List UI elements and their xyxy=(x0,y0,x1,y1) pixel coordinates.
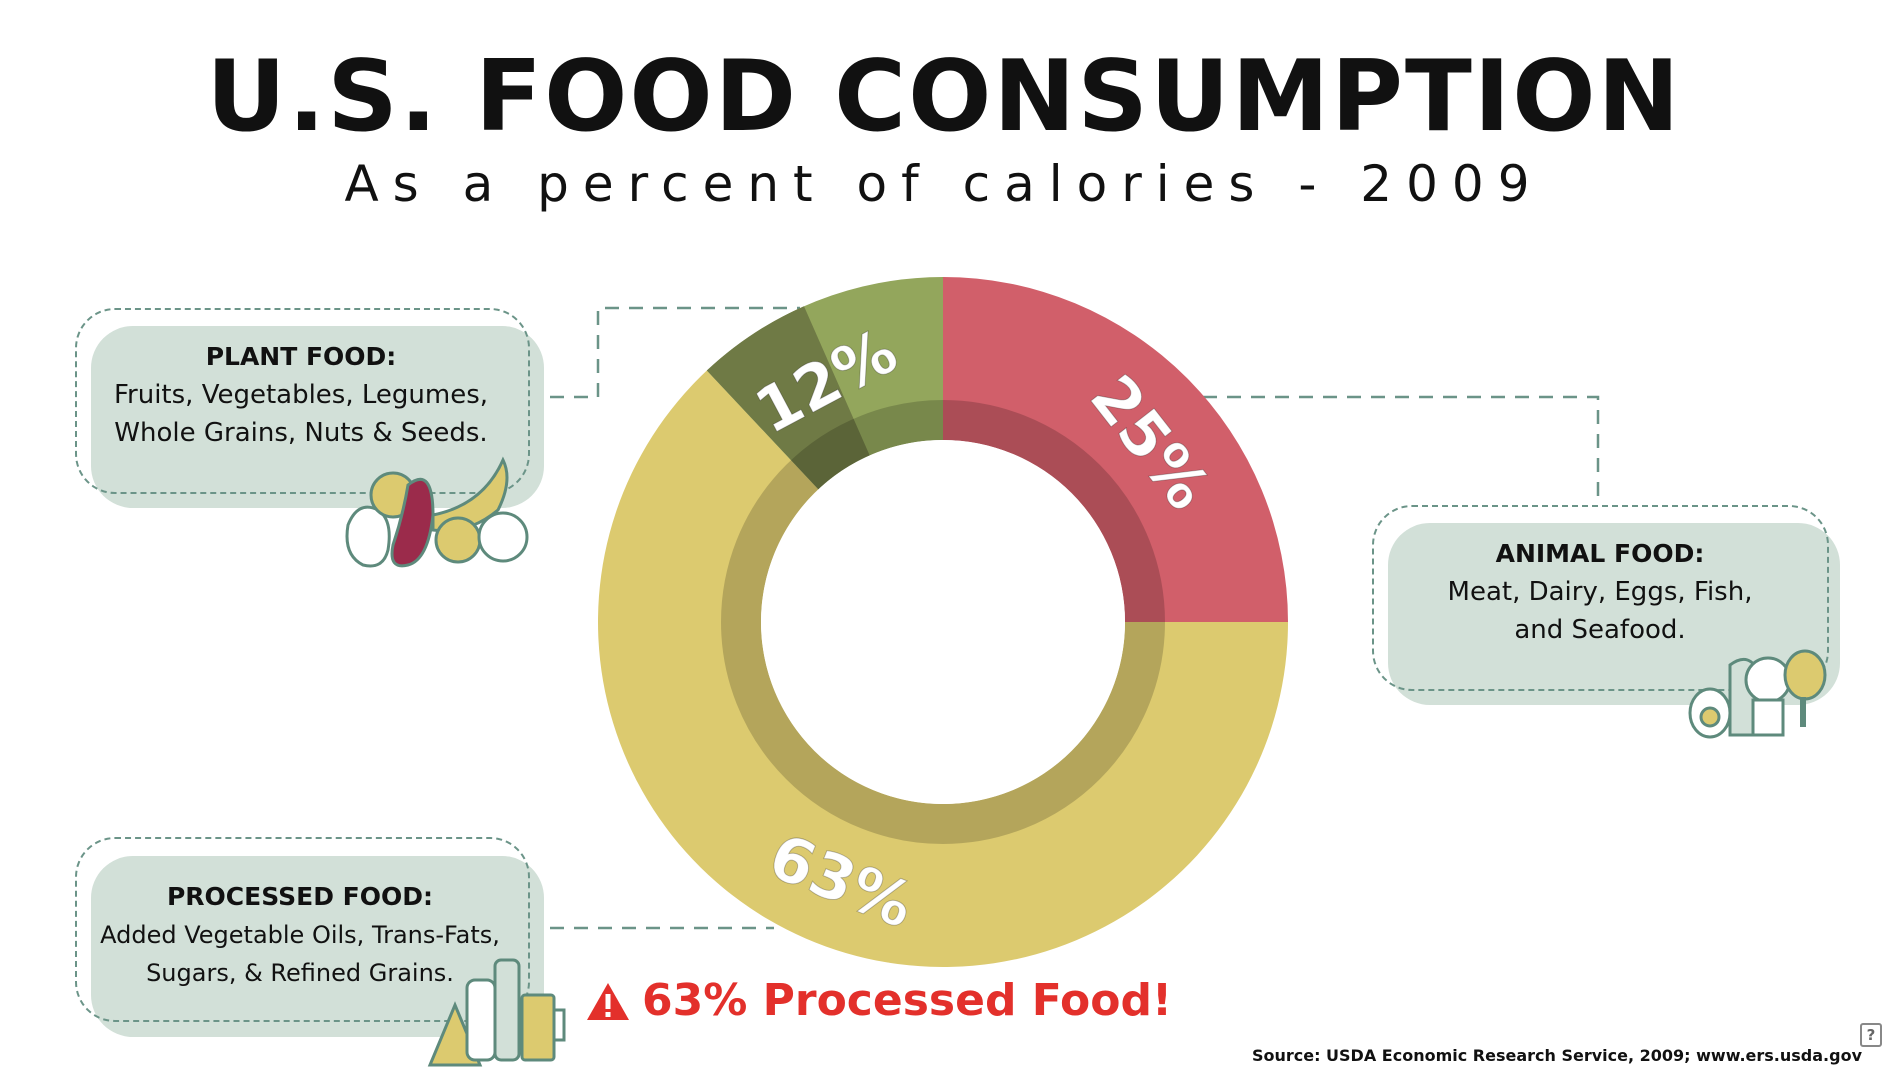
animal-heading: ANIMAL FOOD: xyxy=(1495,539,1705,568)
plant-callout: PLANT FOOD: Fruits, Vegetables, Legumes,… xyxy=(91,338,511,452)
slice-processed-food xyxy=(598,370,1288,967)
processed-callout: PROCESSED FOOD: Added Vegetable Oils, Tr… xyxy=(85,878,515,992)
processed-callout-border xyxy=(75,837,530,1022)
source-note: Source: USDA Economic Research Service, … xyxy=(1251,1046,1862,1065)
help-icon[interactable]: ? xyxy=(1860,1023,1882,1047)
animal-line2: and Seafood. xyxy=(1514,615,1686,645)
page-title: U.S. FOOD CONSUMPTION xyxy=(206,40,1682,154)
animal-connector xyxy=(1203,395,1600,505)
processed-foods-icon xyxy=(427,958,566,1067)
processed-line1: Added Vegetable Oils, Trans-Fats, xyxy=(100,921,500,949)
processed-line2: Sugars, & Refined Grains. xyxy=(146,959,454,987)
plant-callout-bg xyxy=(91,326,544,508)
slice-plant-food-shade xyxy=(706,306,870,490)
inner-shadow-ring xyxy=(721,400,1165,844)
vegetables-icon xyxy=(345,456,529,568)
subtitle: As a percent of calories - 2009 xyxy=(344,155,1544,213)
donut-hole xyxy=(761,440,1125,804)
plant-line1: Fruits, Vegetables, Legumes, xyxy=(113,380,489,410)
plant-line2: Whole Grains, Nuts & Seeds. xyxy=(114,418,488,448)
warning-icon xyxy=(587,982,629,1020)
animal-callout: ANIMAL FOOD: Meat, Dairy, Eggs, Fish, an… xyxy=(1390,535,1810,649)
plant-connector xyxy=(526,306,800,399)
animal-callout-border xyxy=(1372,505,1829,691)
processed-heading: PROCESSED FOOD: xyxy=(166,882,433,911)
processed-warning: 63% Processed Food! xyxy=(586,975,1172,1026)
plant-callout-border xyxy=(75,308,530,494)
warning-text: 63% Processed Food! xyxy=(642,975,1173,1026)
animal-foods-icon xyxy=(1688,649,1827,739)
plant-heading: PLANT FOOD: xyxy=(205,342,397,371)
animal-line1: Meat, Dairy, Eggs, Fish, xyxy=(1447,577,1753,607)
slice-animal-food xyxy=(943,277,1288,622)
